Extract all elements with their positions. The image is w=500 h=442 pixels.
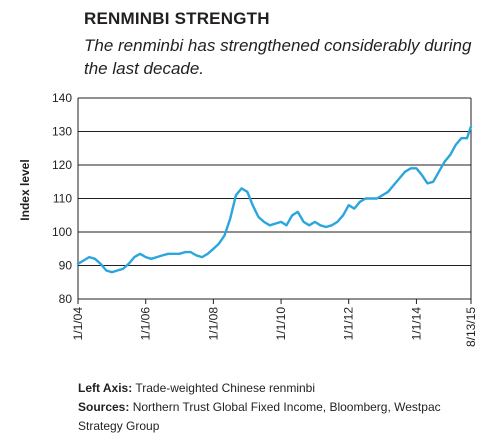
sources-note: Sources: Northern Trust Global Fixed Inc… — [78, 398, 488, 436]
left-axis-note: Left Axis: Trade-weighted Chinese renmin… — [78, 379, 488, 398]
y-tick-label: 110 — [53, 192, 72, 206]
x-tick-label: 1/1/06 — [139, 307, 153, 341]
sources-note-text: Northern Trust Global Fixed Income, Bloo… — [78, 400, 441, 433]
x-tick-label: 1/1/10 — [274, 307, 288, 341]
left-axis-note-label: Left Axis: — [78, 381, 133, 395]
x-tick-label: 1/1/04 — [71, 307, 85, 341]
y-tick-label: 90 — [59, 259, 73, 273]
y-tick-label: 120 — [52, 158, 72, 172]
chart-subtitle: The renminbi has strengthened considerab… — [84, 36, 472, 78]
left-axis-note-text: Trade-weighted Chinese renminbi — [135, 381, 316, 395]
x-tick-label: 1/1/14 — [409, 307, 423, 341]
x-tick-label: 1/1/08 — [206, 307, 220, 341]
x-tick-labels: 1/1/04 1/1/06 1/1/08 1/1/10 1/1/12 1/1/14 8/13… — [71, 307, 478, 347]
sources-note-label: Sources: — [78, 400, 130, 414]
y-tick-label: 140 — [52, 91, 72, 105]
y-tick-label: 100 — [52, 225, 72, 239]
chart-title: RENMINBI STRENGTH — [84, 9, 270, 28]
x-tick-label: 8/13/15 — [464, 307, 478, 347]
y-tick-labels: 80 90 100 110 120 130 140 — [52, 91, 72, 306]
footnotes: Left Axis: Trade-weighted Chinese renmin… — [78, 379, 488, 436]
y-tick-label: 130 — [52, 125, 72, 139]
series-line — [76, 125, 473, 274]
y-tick-label: 80 — [59, 292, 73, 306]
x-tick-label: 1/1/12 — [342, 307, 356, 341]
grid-layer — [77, 97, 472, 304]
